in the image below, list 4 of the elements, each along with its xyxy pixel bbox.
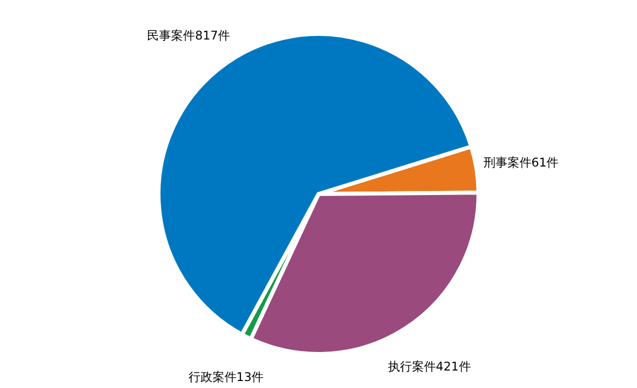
slice-label: 民事案件817件	[147, 28, 230, 42]
slice-label: 刑事案件61件	[483, 155, 559, 170]
slice-label: 行政案件13件	[188, 370, 264, 384]
slice-label: 执行案件421件	[388, 359, 471, 374]
